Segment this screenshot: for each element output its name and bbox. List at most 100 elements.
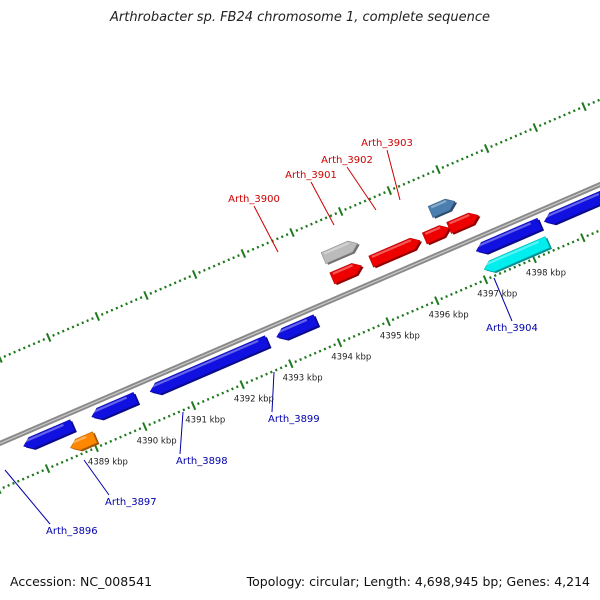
minor-tick	[60, 460, 64, 464]
minor-tick	[537, 255, 541, 259]
minor-tick	[571, 240, 575, 244]
minor-tick	[159, 287, 162, 291]
minor-tick	[71, 325, 75, 329]
map-title: Arthrobacter sp. FB24 chromosome 1, comp…	[109, 10, 491, 25]
scale-labels: 4389 kbp 4390 kbp 4391 kbp 4392 kbp 4393 kbp…	[88, 268, 566, 467]
minor-tick	[407, 180, 411, 184]
minor-tick	[352, 334, 356, 338]
minor-tick	[420, 305, 424, 309]
gene-body	[483, 236, 551, 273]
gene-body	[276, 314, 319, 340]
minor-tick	[469, 284, 473, 288]
minor-tick	[91, 317, 94, 321]
minor-tick	[334, 212, 338, 216]
minor-tick	[547, 250, 551, 254]
minor-tick	[543, 121, 547, 125]
major-tick	[337, 206, 344, 217]
gene-body	[475, 217, 543, 254]
minor-tick	[333, 343, 337, 347]
gene-label: Arth_3904	[486, 323, 538, 334]
gene-gloss	[150, 339, 259, 389]
gene-label: Arth_3900	[228, 194, 280, 205]
minor-tick	[377, 324, 380, 328]
minor-tick	[558, 115, 562, 119]
minor-tick	[548, 119, 552, 123]
minor-tick	[514, 134, 518, 138]
minor-tick	[493, 274, 497, 278]
gene-features	[23, 188, 600, 452]
scale-label: 4389 kbp	[88, 457, 128, 467]
minor-tick	[318, 349, 322, 353]
minor-tick	[344, 207, 347, 211]
minor-tick	[2, 486, 6, 490]
major-tick	[0, 355, 3, 363]
minor-tick	[21, 477, 25, 481]
major-tick	[580, 233, 586, 243]
backbone-highlight	[0, 183, 600, 445]
minor-tick	[76, 323, 80, 327]
minor-tick	[89, 448, 93, 452]
minor-tick	[125, 302, 128, 306]
minor-tick	[362, 330, 366, 334]
leader-line	[83, 459, 110, 496]
minor-tick	[212, 264, 216, 268]
scale-label: 4393 kbp	[283, 373, 323, 383]
minor-tick	[196, 402, 200, 406]
minor-tick	[313, 351, 317, 355]
gene-gloss	[276, 318, 308, 334]
minor-tick	[415, 307, 419, 311]
minor-tick	[392, 186, 396, 190]
gene-gloss	[484, 240, 540, 266]
scale-label: 4395 kbp	[380, 331, 420, 341]
major-tick	[434, 296, 440, 306]
gene-arrow	[427, 198, 458, 219]
minor-tick	[538, 123, 542, 127]
minor-tick	[255, 376, 259, 380]
minor-tick	[114, 437, 118, 441]
minor-tick	[498, 271, 502, 275]
minor-tick	[55, 462, 59, 466]
minor-tick	[231, 387, 234, 391]
minor-tick	[80, 452, 83, 456]
leader-line	[179, 411, 184, 455]
minor-tick	[357, 332, 361, 336]
gene-arrow	[483, 236, 553, 273]
gene-arrow	[446, 212, 481, 235]
minor-tick	[456, 159, 459, 163]
minor-tick	[256, 245, 260, 249]
major-tick	[190, 401, 197, 411]
minor-tick	[138, 427, 142, 431]
minor-tick	[173, 281, 177, 285]
minor-tick	[397, 184, 401, 188]
minor-tick	[425, 303, 429, 307]
minor-tick	[465, 155, 469, 159]
major-tick	[482, 275, 489, 285]
gene-gloss	[476, 222, 532, 248]
minor-tick	[513, 265, 517, 269]
minor-tick	[211, 395, 215, 399]
minor-tick	[178, 279, 182, 283]
minor-tick	[61, 329, 65, 333]
minor-tick	[187, 406, 191, 410]
minor-tick	[32, 342, 36, 346]
minor-tick	[508, 267, 512, 271]
minor-tick	[42, 338, 46, 342]
major-tick	[483, 144, 490, 154]
minor-tick	[577, 107, 581, 111]
minor-tick	[381, 322, 385, 326]
minor-tick	[198, 270, 201, 274]
minor-tick	[13, 350, 16, 354]
minor-tick	[56, 331, 60, 335]
minor-tick	[52, 333, 55, 337]
gene-arrow	[70, 431, 100, 452]
minor-tick	[464, 286, 468, 290]
minor-tick	[206, 397, 210, 401]
minor-tick	[406, 311, 410, 315]
minor-tick	[16, 479, 20, 483]
major-tick	[288, 359, 294, 369]
minor-tick	[314, 220, 318, 224]
minor-tick	[440, 297, 444, 301]
gene-body	[427, 198, 456, 218]
minor-tick	[391, 318, 395, 322]
major-tick	[143, 290, 149, 301]
